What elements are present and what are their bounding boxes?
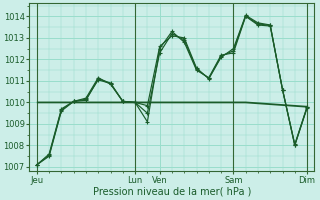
X-axis label: Pression niveau de la mer( hPa ): Pression niveau de la mer( hPa ) — [93, 187, 251, 197]
